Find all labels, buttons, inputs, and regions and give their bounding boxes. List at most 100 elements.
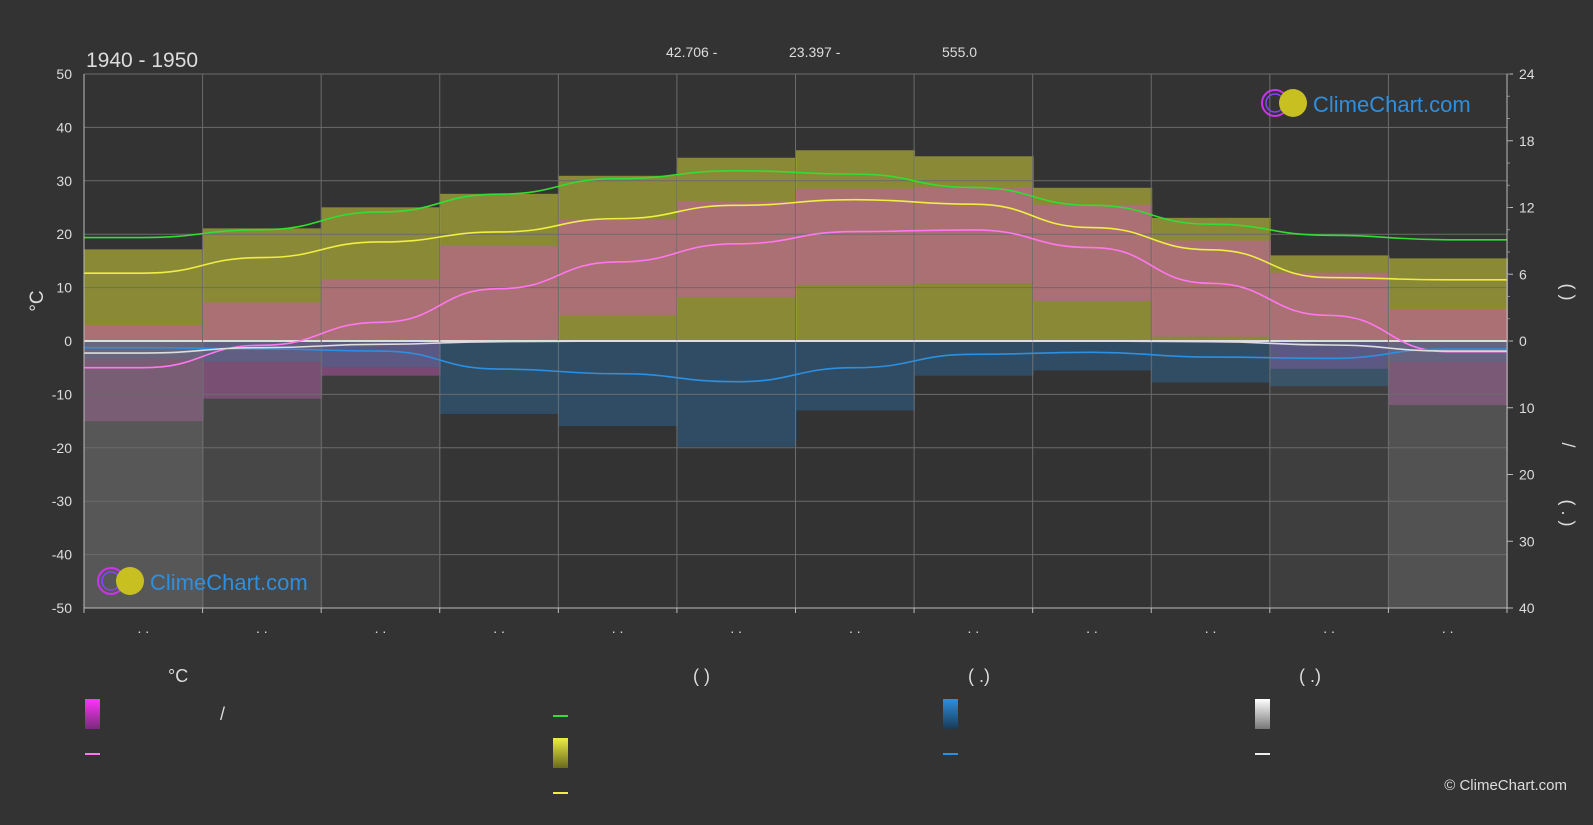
- sunshine-band: [795, 150, 916, 341]
- left-tick-label: -20: [52, 440, 72, 456]
- legend-rain-swatch: [943, 699, 958, 729]
- elevation-text: 555.0: [942, 44, 977, 60]
- left-tick-label: 0: [64, 333, 72, 349]
- rain-band: [1151, 341, 1271, 383]
- snow-band: [321, 341, 441, 608]
- legend-sunshine-swatch: [553, 738, 568, 768]
- logo-sun-icon: [116, 567, 144, 595]
- month-label: . .: [849, 620, 861, 636]
- snow-band: [1388, 341, 1508, 608]
- legend-daylight-swatch: [553, 715, 568, 717]
- series-line-2: [83, 229, 1507, 369]
- legend-rain-mean-swatch: [943, 753, 958, 755]
- left-tick-label: -50: [52, 600, 72, 616]
- right-axis-top-label: ( ): [1558, 284, 1578, 301]
- right-tick-label: 12: [1519, 200, 1535, 216]
- left-tick-label: 30: [56, 173, 72, 189]
- rain-band: [202, 341, 323, 362]
- brand-logo-bottom[interactable]: ClimeChart.com: [97, 567, 308, 595]
- rain-band: [1032, 341, 1153, 371]
- month-label: . .: [1086, 620, 1098, 636]
- logo-sun-icon: [1279, 89, 1307, 117]
- sunshine-band: [1269, 255, 1390, 341]
- temperature-band: [676, 201, 797, 298]
- rain-band: [558, 341, 678, 427]
- left-axis-label: °C: [27, 290, 48, 311]
- right-axis-bottom-label: ( . ): [1558, 500, 1578, 527]
- right-tick-label: 0: [1519, 333, 1527, 349]
- period-title: 1940 - 1950: [86, 49, 198, 72]
- snow-band: [1151, 341, 1271, 608]
- brand-name-top: ClimeChart.com: [1313, 92, 1471, 117]
- legend-snow-mean-swatch: [1255, 753, 1270, 755]
- copyright-text: © ClimeChart.com: [1444, 777, 1567, 794]
- month-label: . .: [1442, 620, 1454, 636]
- legend-col1-header: °C: [168, 666, 189, 686]
- snow-band: [202, 341, 323, 608]
- temperature-band: [1269, 272, 1390, 369]
- right-axis-ticks: 24 18 12 6 0 10 20 30 40: [1507, 66, 1535, 616]
- month-label: . .: [256, 620, 268, 636]
- month-label: . .: [612, 620, 624, 636]
- legend-temp-mean-swatch: [85, 753, 100, 755]
- right-tick-label: 10: [1519, 400, 1535, 416]
- month-label: . .: [968, 620, 980, 636]
- temperature-band: [1032, 204, 1153, 301]
- latitude-text: 42.706 -: [666, 44, 718, 60]
- sunshine-band: [1032, 187, 1153, 341]
- right-tick-label: 24: [1519, 66, 1535, 82]
- month-axis-labels: . . . . . . . . . . . . . . . . . . . . . . . .: [83, 608, 1508, 636]
- month-label: . .: [1205, 620, 1217, 636]
- brand-logo-top[interactable]: ClimeChart.com: [1261, 89, 1471, 117]
- right-axis-bottom-slash: /: [1558, 442, 1578, 447]
- series-line-1: [83, 198, 1507, 281]
- legend-temp-range-swatch: [85, 699, 100, 729]
- rain-band: [1269, 341, 1390, 387]
- right-tick-label: 18: [1519, 133, 1535, 149]
- left-tick-label: -10: [52, 386, 72, 402]
- legend-col3-header: ( .): [968, 666, 990, 686]
- left-tick-label: 10: [56, 280, 72, 296]
- snow-band: [84, 341, 204, 608]
- sunshine-band: [676, 157, 797, 341]
- rain-band: [795, 341, 916, 411]
- left-tick-label: 50: [56, 66, 72, 82]
- series-line-0: [84, 169, 1507, 241]
- temperature-band: [439, 245, 560, 343]
- month-label: . .: [730, 620, 742, 636]
- left-axis-ticks: 50 40 30 20 10 0 -10 -20 -30 -40 -50: [52, 66, 72, 616]
- month-label: . .: [493, 620, 505, 636]
- brand-name-bottom: ClimeChart.com: [150, 570, 308, 595]
- left-tick-label: -40: [52, 547, 72, 563]
- series-line-4: [84, 340, 1507, 354]
- left-tick-label: -30: [52, 493, 72, 509]
- month-label: . .: [137, 620, 149, 636]
- left-tick-label: 20: [56, 226, 72, 242]
- left-tick-label: 40: [56, 119, 72, 135]
- temperature-band: [914, 187, 1034, 284]
- legend-snow-swatch: [1255, 699, 1270, 729]
- sunshine-band: [439, 193, 560, 341]
- month-label: . .: [375, 620, 387, 636]
- legend-sunshine-mean-swatch: [553, 792, 568, 794]
- rain-band: [439, 341, 560, 414]
- sunshine-band: [1151, 217, 1271, 341]
- rain-band: [914, 341, 1034, 376]
- temperature-band: [1388, 308, 1508, 406]
- longitude-text: 23.397 -: [789, 44, 841, 60]
- right-tick-label: 6: [1519, 266, 1527, 282]
- sunshine-band: [202, 228, 323, 341]
- sunshine-band: [321, 207, 441, 341]
- right-tick-label: 30: [1519, 533, 1535, 549]
- legend-col2-header: ( ): [693, 666, 710, 686]
- right-tick-label: 20: [1519, 467, 1535, 483]
- right-tick-label: 40: [1519, 600, 1535, 616]
- snow-band: [1269, 341, 1390, 608]
- legend-temp-slash: /: [220, 704, 226, 724]
- sunshine-band: [1388, 258, 1508, 341]
- temperature-band: [1151, 240, 1271, 337]
- legend-col4-header: ( .): [1299, 666, 1321, 686]
- sunshine-band: [84, 249, 204, 341]
- temperature-band: [795, 188, 916, 285]
